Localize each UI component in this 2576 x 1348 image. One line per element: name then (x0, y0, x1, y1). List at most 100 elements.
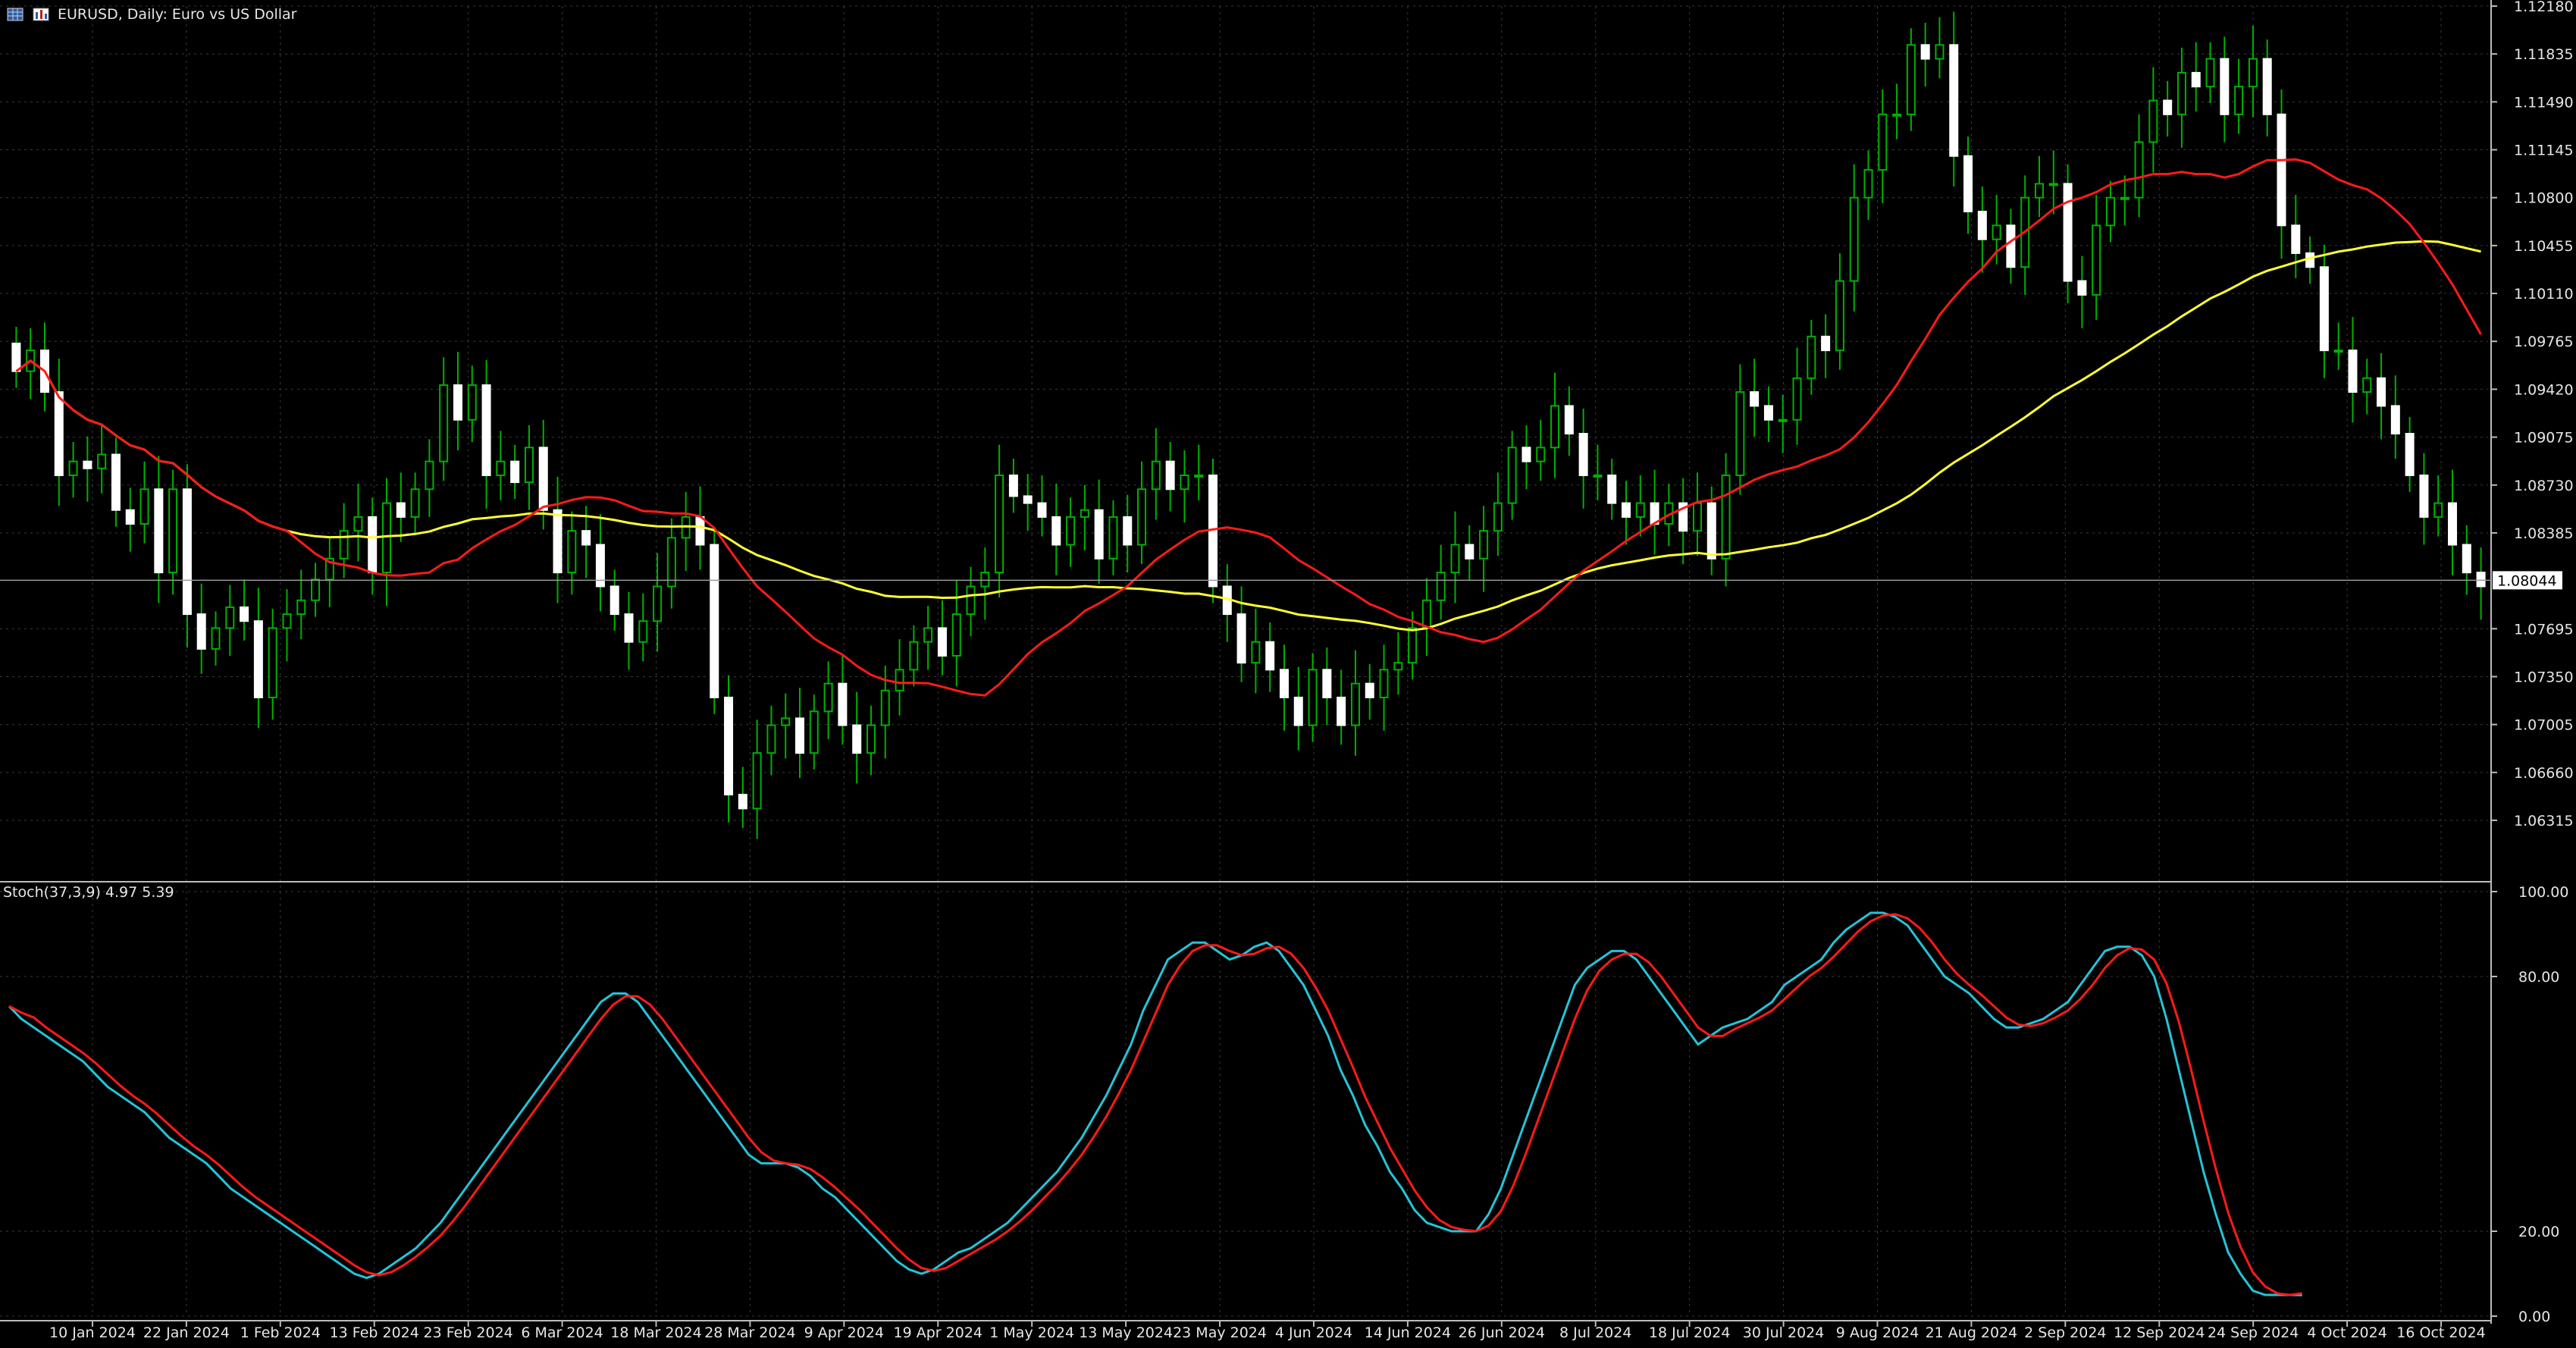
price-axis: 1.12180 1.11835 1.11490 1.11145 1.10800 1.104… (2491, 0, 2574, 829)
stoch-signal-line (8, 913, 2303, 1296)
bear-candle-body (396, 502, 406, 518)
bull-candle-body (1550, 405, 1560, 449)
price-tick-label: 1.08730 (2514, 478, 2574, 494)
bear-candle-body (1337, 696, 1346, 726)
candle (1108, 500, 1118, 575)
candle (1037, 475, 1047, 537)
candle (1123, 494, 1133, 573)
bear-candle-body (2390, 405, 2400, 435)
bear-candle-body (2277, 113, 2286, 227)
time-tick-label: 8 Jul 2024 (1559, 1324, 1631, 1341)
time-tick-label: 4 Oct 2024 (2307, 1324, 2386, 1341)
bear-candle-body (838, 682, 848, 726)
bear-candle-body (453, 384, 462, 421)
bull-candle-body (909, 641, 919, 671)
candle (1350, 650, 1360, 756)
bull-candle-body (809, 710, 819, 754)
candle (1906, 28, 1916, 131)
candle (624, 591, 634, 670)
bull-candle-body (1863, 169, 1873, 199)
bull-candle-body (439, 384, 449, 462)
candle (738, 766, 747, 829)
stoch-tick-label: 100.00 (2518, 884, 2568, 901)
bear-candle-body (1165, 460, 1175, 491)
candle (467, 365, 477, 442)
candle (1607, 458, 1617, 520)
candle (666, 518, 676, 609)
candle (240, 579, 249, 641)
candle (752, 719, 762, 839)
bull-candle-body (1792, 377, 1802, 421)
price-tick-label: 1.07005 (2514, 717, 2574, 734)
candle (1578, 409, 1588, 509)
candle (866, 705, 876, 776)
bear-candle-body (1521, 447, 1531, 462)
candle (1920, 22, 1930, 87)
candle (1465, 525, 1474, 582)
bear-candle-body (2262, 58, 2272, 115)
time-tick-label: 28 Mar 2024 (704, 1324, 795, 1341)
bear-candle-body (2163, 99, 2173, 115)
bear-candle-body (2448, 502, 2458, 546)
bull-candle-body (2048, 183, 2058, 187)
candle (2433, 475, 2443, 537)
candle (1778, 394, 1788, 453)
candle (196, 583, 206, 674)
candle (1421, 578, 1431, 657)
bear-candle-body (710, 544, 719, 698)
candle (154, 456, 164, 603)
candle (795, 688, 805, 779)
bear-candle-body (1051, 516, 1061, 546)
bull-candle-body (2134, 141, 2144, 199)
bear-candle-body (1763, 405, 1773, 421)
bear-candle-body (1622, 502, 1631, 518)
bull-candle-body (353, 516, 363, 532)
candle (2248, 25, 2258, 118)
bull-candle-body (1151, 460, 1161, 491)
chart-bars-icon[interactable] (32, 7, 50, 22)
bull-candle-body (1180, 474, 1189, 491)
stoch-tick-label: 0.00 (2518, 1309, 2550, 1325)
candle (282, 589, 292, 662)
current-price-tag-bg (2493, 571, 2562, 590)
bear-candle-body (125, 509, 135, 525)
bear-candle-body (240, 606, 249, 622)
bear-candle-body (624, 613, 634, 643)
bear-candle-body (795, 717, 805, 754)
candle (83, 436, 92, 502)
candle (39, 322, 49, 412)
time-tick-label: 18 Jul 2024 (1649, 1324, 1731, 1341)
bear-candle-body (1920, 44, 1930, 60)
current-price-tag: 1.08044 (2493, 571, 2562, 590)
bull-candle-body (1992, 224, 2001, 240)
bear-candle-body (54, 391, 64, 476)
candle (296, 569, 306, 640)
bear-candle-body (1365, 682, 1374, 698)
bear-candle-body (2191, 71, 2201, 88)
candle (439, 357, 449, 481)
candle (1408, 611, 1418, 680)
candle (2377, 353, 2386, 440)
bull-candle-body (1251, 641, 1261, 664)
bull-candle-body (638, 620, 648, 643)
candle (1479, 506, 1489, 592)
bull-candle-body (68, 460, 78, 476)
candle (324, 536, 334, 607)
bull-candle-body (168, 488, 178, 574)
candle (1165, 442, 1175, 512)
time-tick-label: 14 Jun 2024 (1365, 1324, 1451, 1341)
candle (681, 491, 691, 572)
bull-candle-body (496, 460, 506, 476)
bull-candle-body (1450, 544, 1460, 574)
candle (2333, 322, 2343, 370)
candle (1180, 450, 1189, 523)
candle (2035, 155, 2045, 218)
candle (2291, 195, 2301, 278)
bull-candle-body (1479, 530, 1489, 560)
candle (595, 514, 605, 612)
chart-grid-icon[interactable] (6, 7, 24, 22)
bull-candle-body (567, 530, 577, 574)
candle (581, 506, 591, 578)
candle (1678, 478, 1688, 565)
